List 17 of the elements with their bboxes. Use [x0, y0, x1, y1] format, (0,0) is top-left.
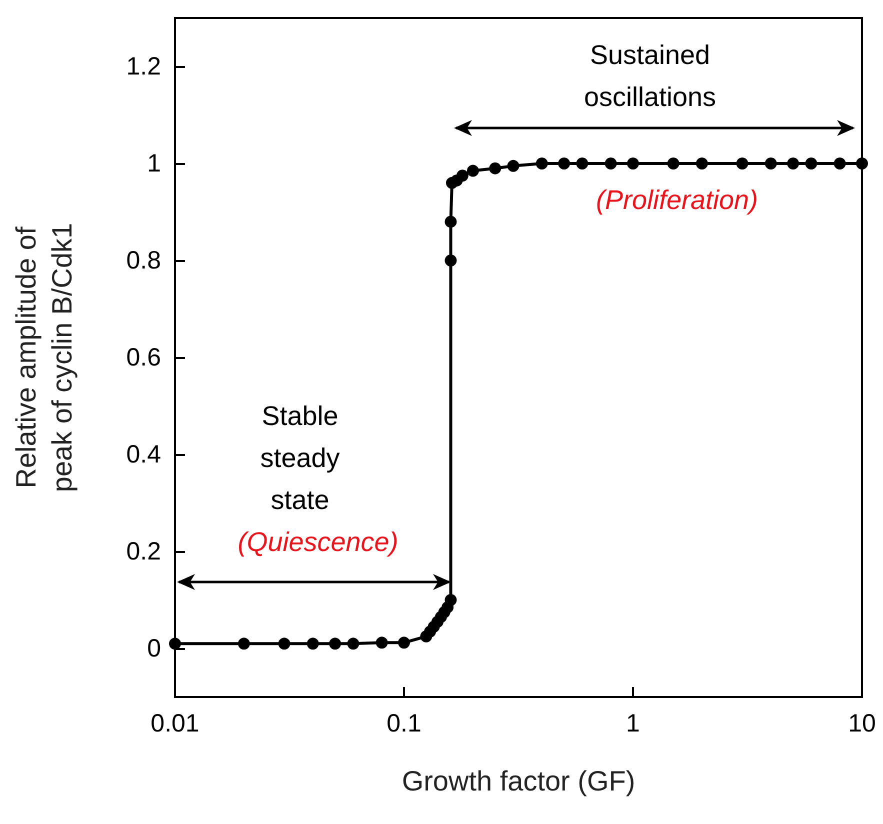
y-tick-label: 1.2: [126, 52, 161, 80]
annotation: Stable steady state: [260, 401, 340, 515]
x-tick-label: 0.1: [386, 710, 422, 738]
x-tick-label: 1: [626, 710, 640, 738]
y-tick-label: 0: [147, 634, 161, 662]
x-tick-label: 10: [848, 710, 876, 738]
x-tick-label: 0.01: [150, 710, 200, 738]
y-tick-label: 0.2: [126, 538, 161, 566]
y-tick-label: 0.6: [126, 344, 161, 372]
y-axis-title: Relative amplitude of peak of cyclin B/Cdk1: [10, 222, 78, 492]
x-axis-title: Growth factor (GF): [402, 766, 636, 796]
y-tick-label: 0.8: [126, 246, 161, 274]
y-tick-label: 0.4: [126, 440, 162, 468]
annotation: Sustained oscillations: [584, 40, 716, 112]
y-tick-label: 1: [147, 150, 161, 178]
annotation: (Proliferation): [596, 185, 758, 215]
annotation: (Quiescence): [238, 527, 398, 557]
